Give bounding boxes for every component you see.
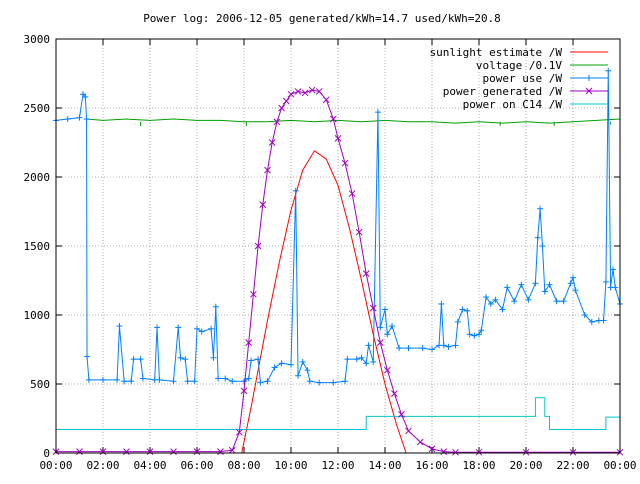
data-point xyxy=(376,339,384,346)
data-point xyxy=(264,166,271,174)
data-point xyxy=(99,448,107,455)
x-tick-label: 04:00 xyxy=(133,459,166,472)
y-tick-label: 1000 xyxy=(24,309,51,322)
data-point xyxy=(416,438,424,446)
x-tick-label: 00:00 xyxy=(603,459,636,472)
series-line xyxy=(56,397,620,431)
data-point xyxy=(405,427,412,435)
series-layer xyxy=(52,67,624,456)
y-tick-label: 2500 xyxy=(24,102,51,115)
legend-label: power generated /W xyxy=(443,85,563,98)
series-line xyxy=(86,118,621,124)
y-tick-label: 3000 xyxy=(24,33,51,46)
y-tick-label: 500 xyxy=(30,378,50,391)
chart-title: Power log: 2006-12-05 generated/kWh=14.7… xyxy=(143,12,501,25)
data-point xyxy=(282,97,290,105)
data-point xyxy=(355,228,363,236)
data-point xyxy=(569,448,577,456)
data-point xyxy=(250,290,257,298)
y-tick-label: 0 xyxy=(43,447,50,460)
data-point xyxy=(76,448,83,455)
data-point xyxy=(217,448,224,455)
data-point xyxy=(334,135,342,142)
data-point xyxy=(240,387,248,395)
data-point xyxy=(452,448,459,456)
legend-label: voltage /0.1V xyxy=(476,59,562,72)
x-tick-label: 02:00 xyxy=(86,459,119,472)
data-point xyxy=(322,96,330,104)
x-tick-label: 22:00 xyxy=(556,459,589,472)
data-point xyxy=(440,448,448,455)
data-point xyxy=(341,159,349,167)
x-tick-label: 12:00 xyxy=(321,459,354,472)
x-tick-label: 14:00 xyxy=(368,459,401,472)
axes: 0 500 1000 1500 2000 2500 3000 00:00 02:00 04:00 0… xyxy=(24,33,637,472)
legend-marker xyxy=(585,87,593,95)
data-point xyxy=(301,89,309,97)
data-point xyxy=(268,139,276,146)
plot-frame xyxy=(55,38,621,454)
x-tick-label: 10:00 xyxy=(274,459,307,472)
x-tick-label: 20:00 xyxy=(509,459,542,472)
data-point xyxy=(398,411,405,418)
data-point xyxy=(146,448,154,455)
y-tick-label: 1500 xyxy=(24,240,51,253)
x-tick-label: 08:00 xyxy=(227,459,260,472)
data-point xyxy=(193,448,201,455)
legend-label: power on C14 /W xyxy=(463,98,563,111)
data-point xyxy=(428,445,436,453)
data-point xyxy=(391,390,398,398)
data-point xyxy=(475,448,483,456)
data-point xyxy=(170,448,177,455)
data-point xyxy=(329,115,337,123)
data-point xyxy=(362,270,370,277)
data-point xyxy=(235,428,243,436)
data-point xyxy=(383,366,391,374)
x-tick-label: 16:00 xyxy=(415,459,448,472)
x-tick-label: 18:00 xyxy=(462,459,495,472)
data-point xyxy=(287,90,295,98)
data-point xyxy=(273,118,281,126)
data-point xyxy=(369,304,377,312)
series-line xyxy=(241,150,407,454)
data-point xyxy=(294,88,302,95)
data-point xyxy=(308,86,316,94)
data-point xyxy=(259,201,267,208)
series-line xyxy=(55,70,621,384)
data-point xyxy=(254,242,262,250)
x-tick-label: 00:00 xyxy=(39,459,72,472)
legend-label: power use /W xyxy=(483,72,563,85)
data-point xyxy=(228,446,236,454)
x-tick-label: 06:00 xyxy=(180,459,213,472)
data-point xyxy=(315,88,323,95)
data-point xyxy=(522,448,530,456)
series-line xyxy=(56,89,620,453)
legend-label: sunlight estimate /W xyxy=(430,46,563,59)
data-point xyxy=(245,339,253,346)
data-point xyxy=(123,448,130,455)
data-point xyxy=(348,190,356,197)
data-point xyxy=(278,104,285,112)
y-tick-label: 2000 xyxy=(24,171,51,184)
